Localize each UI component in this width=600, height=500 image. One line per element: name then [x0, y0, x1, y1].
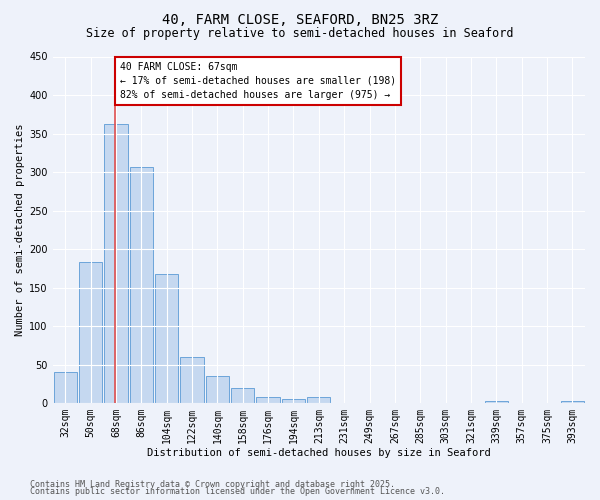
Y-axis label: Number of semi-detached properties: Number of semi-detached properties	[15, 124, 25, 336]
Bar	[104, 124, 128, 403]
Bar	[79, 262, 103, 403]
Bar	[231, 388, 254, 403]
Bar	[155, 274, 178, 403]
Text: Size of property relative to semi-detached houses in Seaford: Size of property relative to semi-detach…	[86, 28, 514, 40]
Text: 40, FARM CLOSE, SEAFORD, BN25 3RZ: 40, FARM CLOSE, SEAFORD, BN25 3RZ	[162, 12, 438, 26]
Bar	[53, 372, 77, 403]
Bar	[485, 401, 508, 403]
Bar	[206, 376, 229, 403]
Bar	[560, 401, 584, 403]
X-axis label: Distribution of semi-detached houses by size in Seaford: Distribution of semi-detached houses by …	[147, 448, 491, 458]
Text: 40 FARM CLOSE: 67sqm
← 17% of semi-detached houses are smaller (198)
82% of semi: 40 FARM CLOSE: 67sqm ← 17% of semi-detac…	[119, 62, 396, 100]
Text: Contains HM Land Registry data © Crown copyright and database right 2025.: Contains HM Land Registry data © Crown c…	[30, 480, 395, 489]
Text: Contains public sector information licensed under the Open Government Licence v3: Contains public sector information licen…	[30, 487, 445, 496]
Bar	[282, 398, 305, 403]
Bar	[130, 168, 153, 403]
Bar	[307, 397, 331, 403]
Bar	[256, 397, 280, 403]
Bar	[181, 357, 204, 403]
